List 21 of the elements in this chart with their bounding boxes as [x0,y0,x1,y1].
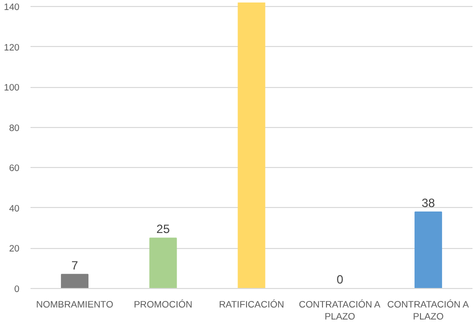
data-label: 25 [156,222,170,236]
data-label: 0 [336,272,344,286]
x-tick-label: CONTRATACIÓN A PLAZO [298,298,382,322]
x-tick-label: PROMOCIÓN [134,298,192,310]
y-tick-label: 120 [4,42,20,52]
y-tick-label: 40 [9,203,20,214]
bar [414,211,442,288]
y-tick-label: 60 [9,163,20,174]
x-tick-label: CONTRATACIÓN A PLAZO [387,298,470,322]
x-tick-label: RATIFICACIÓN [218,298,284,310]
y-tick-label: 0 [14,284,20,294]
bar [238,2,266,288]
y-tick-label: 20 [9,244,20,254]
y-tick-label: 140 [4,2,20,12]
data-label: 38 [422,196,436,210]
data-label: 7 [71,258,78,272]
x-tick-label: NOMBRAMIENTO [36,300,114,310]
y-tick-label: 100 [4,82,20,93]
bar [149,238,177,288]
y-tick-label: 80 [9,122,20,133]
bar [60,274,88,288]
